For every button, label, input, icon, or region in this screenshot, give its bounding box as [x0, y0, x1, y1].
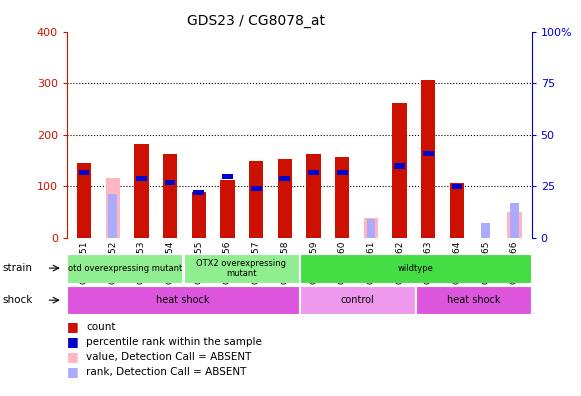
Bar	[251, 186, 261, 191]
Bar	[249, 162, 263, 238]
Bar	[134, 144, 149, 238]
Text: ■: ■	[67, 335, 78, 348]
Text: ■: ■	[67, 366, 78, 378]
Text: heat shock: heat shock	[447, 295, 500, 305]
Bar	[306, 154, 321, 238]
Bar	[163, 154, 177, 238]
Bar	[482, 223, 490, 238]
Bar	[67, 254, 182, 283]
Bar	[279, 176, 290, 181]
Bar	[364, 218, 378, 238]
Bar	[184, 254, 299, 283]
Bar	[192, 192, 206, 238]
Text: otd overexpressing mutant: otd overexpressing mutant	[68, 264, 182, 273]
Bar	[308, 169, 319, 175]
Bar	[165, 180, 175, 185]
Text: percentile rank within the sample: percentile rank within the sample	[86, 337, 262, 347]
Bar	[106, 178, 120, 238]
Text: heat shock: heat shock	[156, 295, 210, 305]
Text: ■: ■	[67, 350, 78, 363]
Bar	[337, 169, 347, 175]
Text: count: count	[86, 322, 116, 332]
Bar	[136, 176, 147, 181]
Bar	[394, 164, 405, 169]
Bar	[278, 159, 292, 238]
Bar	[421, 80, 436, 238]
Bar	[450, 183, 464, 238]
Bar	[510, 203, 519, 238]
Bar	[222, 174, 233, 179]
Text: ■: ■	[67, 320, 78, 333]
Bar	[416, 286, 531, 314]
Text: control: control	[340, 295, 374, 305]
Bar	[451, 184, 462, 189]
Bar	[67, 286, 299, 314]
Bar	[193, 190, 204, 195]
Text: OTX2 overexpressing
mutant: OTX2 overexpressing mutant	[196, 259, 286, 278]
Bar	[78, 169, 89, 175]
Bar	[423, 151, 433, 156]
Bar	[220, 180, 235, 238]
Bar	[300, 286, 415, 314]
Bar	[367, 219, 375, 238]
Bar	[109, 194, 117, 238]
Bar	[77, 163, 91, 238]
Text: wildtype: wildtype	[397, 264, 433, 273]
Text: shock: shock	[3, 295, 33, 305]
Text: strain: strain	[3, 263, 33, 273]
Text: GDS23 / CG8078_at: GDS23 / CG8078_at	[187, 14, 325, 28]
Bar	[392, 103, 407, 238]
Bar	[507, 212, 522, 238]
Text: value, Detection Call = ABSENT: value, Detection Call = ABSENT	[86, 352, 252, 362]
Bar	[300, 254, 531, 283]
Bar	[335, 157, 349, 238]
Text: rank, Detection Call = ABSENT: rank, Detection Call = ABSENT	[86, 367, 246, 377]
